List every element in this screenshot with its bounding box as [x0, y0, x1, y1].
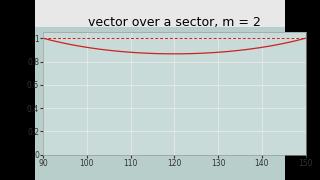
Text: vector over a sector, m = 2: vector over a sector, m = 2	[88, 16, 261, 29]
